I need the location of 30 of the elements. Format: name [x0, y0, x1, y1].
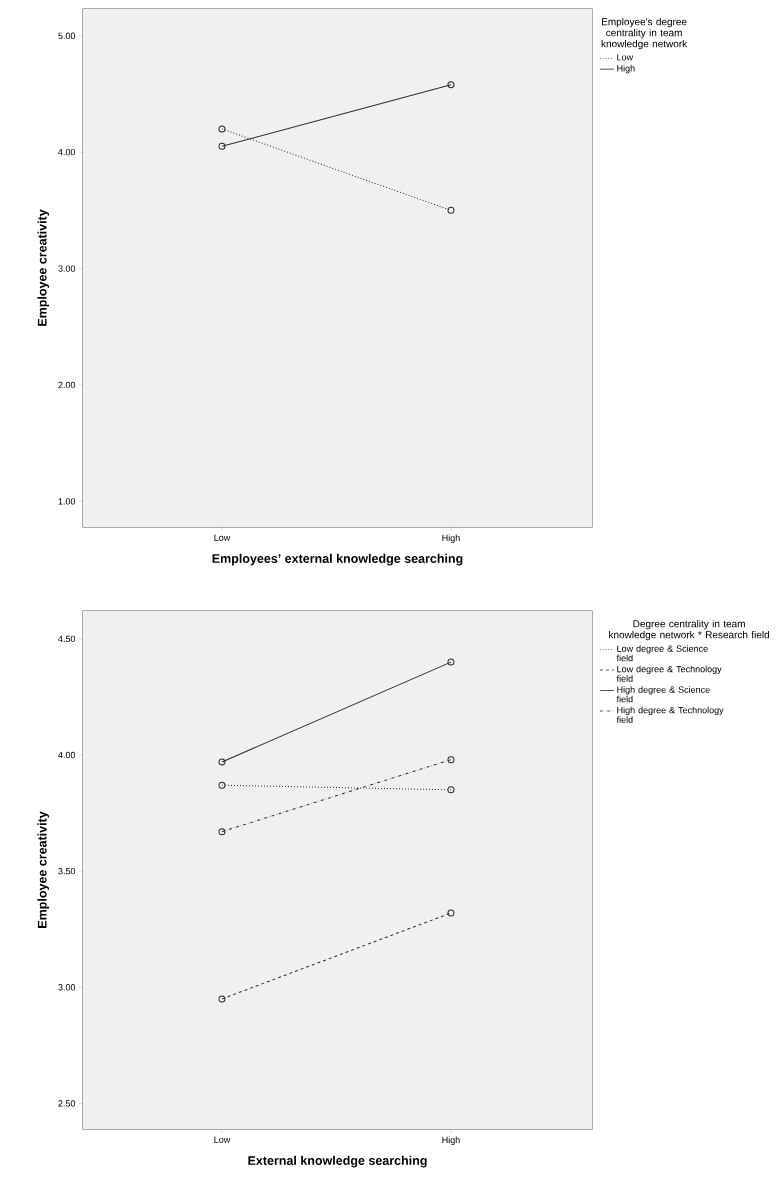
legend-label: High [617, 64, 635, 74]
legend-label: Low [617, 54, 634, 61]
y-tick-label: 4.00 [58, 148, 76, 156]
point [447, 206, 455, 214]
point [218, 828, 226, 836]
point [218, 125, 226, 133]
legend-title: Degree centrality in team knowledge network * Research field [609, 619, 770, 641]
y-tick-label: 2.00 [58, 381, 76, 389]
point [447, 786, 455, 794]
y-axis-title: Employee creativity [37, 209, 50, 326]
legend-label: High degree & Technology field [616, 706, 724, 723]
legend-title: Employee's degree centrality in team knowledge network [601, 17, 688, 50]
y-tick-label: 3.00 [58, 984, 76, 991]
legend-label: Low degree & Technology field [616, 665, 722, 682]
y-tick-label: 2.50 [58, 1100, 76, 1107]
y-axis-title: Employee creativity [37, 811, 50, 928]
y-tick-label: 3.50 [58, 867, 76, 875]
point [218, 995, 226, 1003]
y-tick-label: 1.00 [58, 498, 76, 505]
x-axis-title: External knowledge searching [248, 1155, 427, 1168]
legend-label: High degree & Science field [616, 686, 710, 703]
legend-label: Low degree & Science field [616, 645, 708, 662]
point [447, 909, 455, 917]
point [218, 781, 226, 789]
y-tick-label: 4.00 [58, 751, 76, 759]
y-tick-label: 4.50 [58, 635, 76, 643]
y-tick-label: 5.00 [58, 32, 76, 39]
y-tick-label: 3.00 [58, 265, 76, 272]
point [447, 756, 455, 764]
x-axis-title: Employees’ external knowledge searching [212, 553, 463, 566]
